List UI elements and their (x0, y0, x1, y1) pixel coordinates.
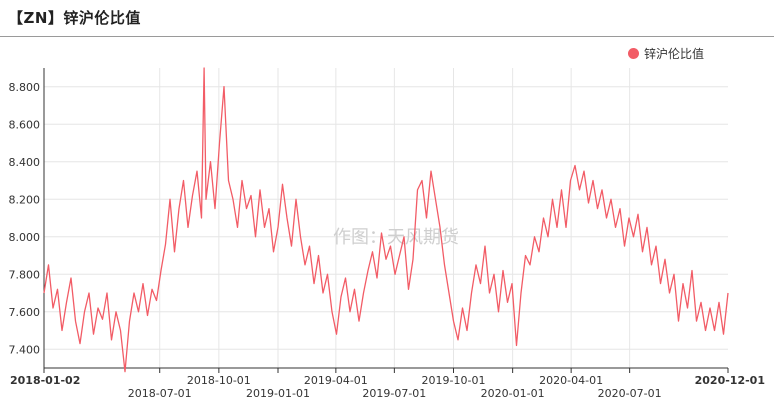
watermark: 作图：天风期货 (333, 227, 459, 248)
legend-label: 锌沪伦比值 (643, 47, 704, 61)
x-tick-label: 2020-01-01 (481, 387, 545, 400)
x-tick-label: 2020-12-01 (695, 374, 765, 387)
y-tick-label: 7.600 (9, 306, 41, 319)
series-line[interactable] (43, 67, 729, 373)
legend[interactable]: 锌沪伦比值 (627, 45, 704, 62)
x-tick-label: 2020-07-01 (598, 387, 662, 400)
y-tick-label: 7.800 (9, 268, 41, 281)
x-axis: 2018-01-02 2018-07-012018-10-012019-01-01… (10, 367, 765, 400)
y-tick-label: 8.200 (9, 193, 41, 206)
y-tick-label: 8.400 (9, 156, 41, 169)
x-tick-label: 2019-07-01 (362, 387, 426, 400)
x-tick-label: 2018-10-01 (187, 374, 251, 387)
x-tick-label: 2020-04-01 (539, 374, 603, 387)
x-tick-label: 2018-01-02 (10, 374, 80, 387)
y-axis: 7.400 7.600 7.800 8.000 8.200 8.400 8.600 8.800 (9, 68, 45, 368)
x-tick-label: 2019-04-01 (304, 374, 368, 387)
grid-lines (44, 68, 728, 368)
x-tick-label: 2019-10-01 (422, 374, 486, 387)
chart-title: 【ZN】锌沪伦比值 (8, 9, 141, 27)
title-divider (0, 36, 774, 37)
x-tick-label: 2018-07-01 (128, 387, 192, 400)
y-tick-label: 8.600 (9, 118, 41, 131)
y-tick-label: 8.800 (9, 81, 41, 94)
series-layer (43, 67, 729, 373)
x-tick-label: 2019-01-01 (246, 387, 310, 400)
y-tick-label: 8.000 (9, 231, 41, 244)
legend-marker (627, 48, 639, 59)
y-tick-label: 7.400 (9, 343, 41, 356)
